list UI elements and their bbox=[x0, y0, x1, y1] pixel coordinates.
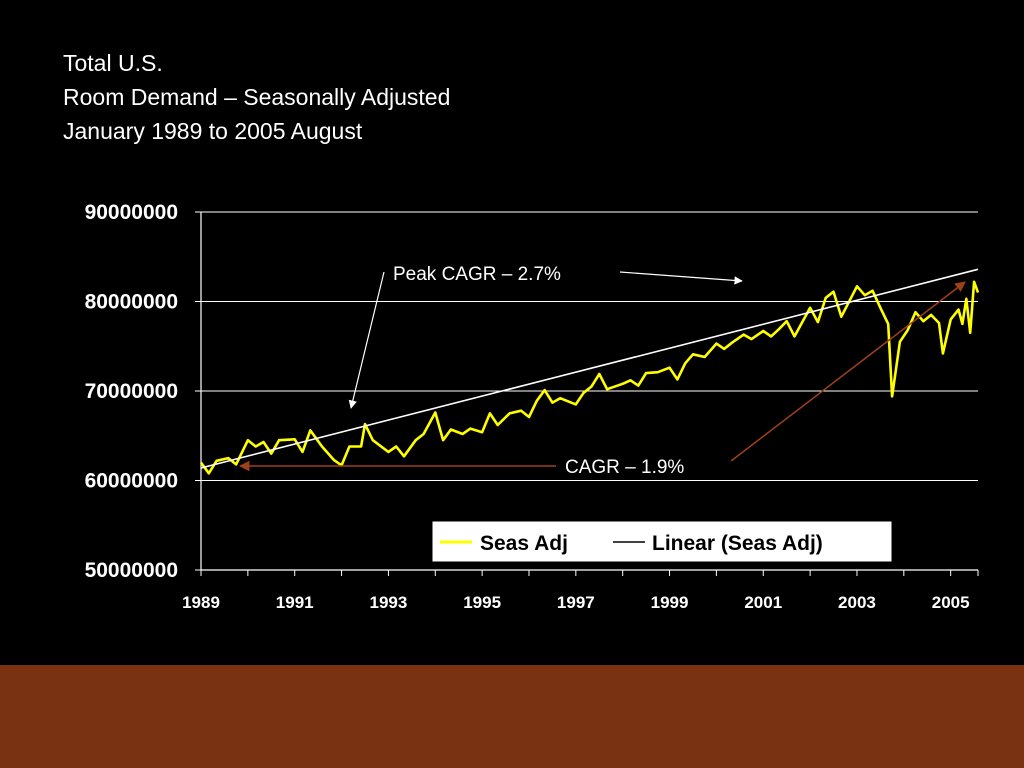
title-line-3: January 1989 to 2005 August bbox=[63, 118, 363, 144]
x-tick-label-1989: 1989 bbox=[182, 593, 220, 612]
series-seas-adj-line bbox=[199, 280, 980, 475]
series-linear-trend-line bbox=[200, 268, 979, 469]
legend-box bbox=[431, 520, 893, 563]
series-lines bbox=[199, 268, 980, 475]
x-tick-label-1995: 1995 bbox=[463, 593, 501, 612]
legend-label-seas-adj: Seas Adj bbox=[480, 532, 568, 555]
cagr-arrow-right bbox=[730, 281, 966, 462]
x-tick-label-1999: 1999 bbox=[651, 593, 689, 612]
room-demand-chart: 50000000 60000000 70000000 80000000 90000000… bbox=[85, 201, 980, 612]
x-tick-label-1993: 1993 bbox=[370, 593, 408, 612]
x-tick-label-2001: 2001 bbox=[744, 593, 782, 612]
peak-arrow-right bbox=[619, 271, 743, 285]
title-line-2: Room Demand – Seasonally Adjusted bbox=[63, 84, 451, 110]
legend: Seas Adj Linear (Seas Adj) bbox=[431, 520, 893, 563]
peak-cagr-label: Peak CAGR – 2.7% bbox=[393, 264, 561, 285]
x-tick-label-2005: 2005 bbox=[932, 593, 970, 612]
title-line-1: Total U.S. bbox=[63, 50, 163, 76]
x-tick-label-1991: 1991 bbox=[276, 593, 314, 612]
x-tick-label-2003: 2003 bbox=[838, 593, 876, 612]
y-tick-label-2: 70000000 bbox=[85, 380, 178, 403]
annotations: Peak CAGR – 2.7% CAGR – 1.9% bbox=[238, 264, 966, 478]
y-tick-label-4: 90000000 bbox=[85, 201, 178, 224]
y-tick-label-1: 60000000 bbox=[85, 470, 178, 493]
y-tick-label-3: 80000000 bbox=[85, 291, 178, 314]
y-tick-label-0: 50000000 bbox=[85, 559, 178, 582]
legend-label-linear: Linear (Seas Adj) bbox=[652, 532, 823, 555]
x-tick-label-1997: 1997 bbox=[557, 593, 595, 612]
axes: 50000000 60000000 70000000 80000000 90000000… bbox=[85, 201, 979, 612]
footer-band bbox=[0, 665, 1024, 768]
slide-title: Total U.S. Room Demand – Seasonally Adju… bbox=[63, 46, 450, 148]
peak-arrow-left bbox=[348, 271, 385, 409]
cagr-label: CAGR – 1.9% bbox=[565, 457, 684, 478]
